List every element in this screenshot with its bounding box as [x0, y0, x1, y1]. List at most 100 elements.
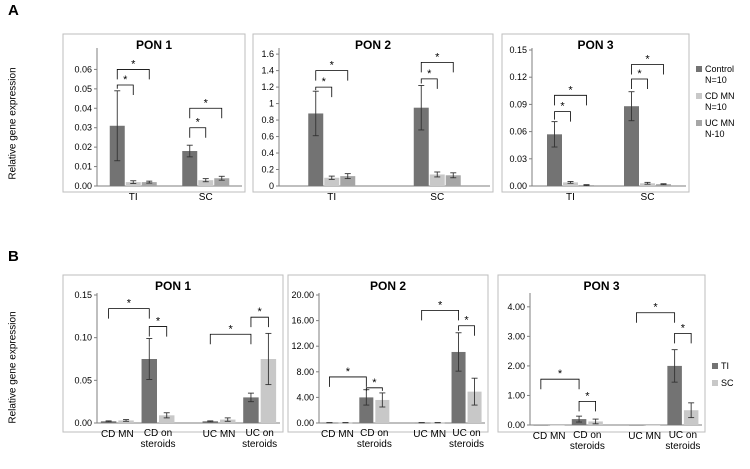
significance-star: *: [330, 60, 335, 72]
y-tick-label: 0.06: [74, 64, 92, 74]
x-tick-label: UC on steroids: [449, 428, 484, 450]
chart-frame: [252, 33, 494, 193]
bar: [340, 176, 356, 186]
legend-label: N=10: [705, 75, 727, 85]
x-tick-label: UC on steroids: [242, 428, 277, 450]
x-tick-label: TI: [129, 192, 138, 203]
y-tick-label: 0.00: [507, 420, 525, 430]
bar: [467, 391, 482, 423]
significance-bracket: [116, 69, 150, 80]
bar: [159, 415, 175, 423]
significance-star: *: [585, 390, 590, 402]
significance-bracket: [578, 400, 596, 412]
y-tick-label: 0.00: [296, 418, 314, 428]
bar: [563, 182, 578, 186]
x-tick-label: UC MN: [413, 429, 446, 440]
chart-title: PON 1: [155, 279, 191, 293]
significance-star: *: [372, 377, 377, 389]
panel-label-a: A: [8, 2, 19, 19]
significance-star: *: [435, 51, 440, 63]
y-tick-label: 1.00: [507, 390, 525, 400]
significance-star: *: [568, 84, 573, 96]
bar: [141, 359, 157, 423]
significance-bracket: [420, 78, 438, 89]
bar: [667, 365, 682, 425]
y-tick-label: 12.00: [291, 341, 314, 351]
x-tick-label: CD on steroids: [140, 428, 175, 450]
chart-frame: [501, 33, 690, 193]
significance-bracket: [209, 333, 252, 345]
x-tick-label: CD MN: [321, 429, 354, 440]
significance-bracket: [636, 312, 676, 323]
x-tick-label: TI: [327, 192, 336, 203]
significance-bracket: [189, 107, 223, 119]
y-tick-label: 0.03: [509, 154, 527, 164]
significance-bracket: [631, 64, 664, 75]
significance-star: *: [196, 117, 201, 129]
x-tick-label: CD MN: [101, 429, 134, 440]
significance-bracket: [554, 111, 571, 122]
significance-star: *: [131, 58, 136, 70]
legend-label: CD MN: [705, 91, 735, 101]
legend-swatch: [712, 363, 718, 369]
y-tick-label: 0.4: [261, 148, 274, 158]
significance-bracket: [315, 86, 333, 98]
x-tick-label: CD on steroids: [357, 428, 392, 450]
x-tick-label: TI: [566, 192, 575, 203]
legend-swatch: [712, 380, 718, 386]
y-tick-label: 1.6: [261, 49, 274, 59]
y-tick-label: 1.4: [261, 66, 274, 76]
y-tick-label: 0.05: [74, 375, 92, 385]
significance-star: *: [464, 315, 469, 327]
x-tick-label: SC: [430, 192, 444, 203]
legend-label: N-10: [705, 129, 725, 139]
significance-star: *: [228, 323, 233, 335]
bar: [375, 399, 390, 423]
bar: [260, 359, 277, 423]
y-tick-label: 2.00: [507, 361, 525, 371]
y-tick-label: 0.00: [74, 418, 92, 428]
significance-star: *: [204, 97, 209, 109]
y-tick-label: 0.15: [509, 45, 527, 55]
significance-star: *: [123, 74, 128, 86]
chart-frame: [62, 33, 246, 193]
significance-star: *: [322, 76, 327, 88]
significance-star: *: [127, 298, 132, 310]
y-tick-label: 4.00: [507, 302, 525, 312]
y-tick-label: 4.00: [296, 392, 314, 402]
legend-swatch: [696, 120, 702, 126]
bar: [324, 177, 340, 186]
y-tick-label: 0.04: [74, 103, 92, 113]
bar: [308, 113, 324, 186]
significance-star: *: [560, 101, 565, 113]
bar: [182, 151, 198, 186]
significance-bracket: [315, 70, 349, 81]
y-tick-label: 0.00: [74, 181, 92, 191]
significance-bracket: [148, 326, 168, 337]
bar: [547, 134, 562, 186]
bar: [243, 397, 259, 423]
bar: [645, 425, 661, 426]
bar: [359, 397, 374, 423]
y-tick-label: 8.00: [296, 367, 314, 377]
significance-bracket: [674, 333, 692, 344]
legend-swatch: [696, 93, 702, 99]
significance-star: *: [438, 299, 443, 311]
y-tick-label: 0.09: [509, 99, 527, 109]
significance-star: *: [645, 54, 650, 66]
significance-bracket: [458, 325, 475, 336]
bar: [624, 106, 639, 186]
x-tick-label: SC: [199, 192, 213, 203]
significance-bracket: [421, 309, 459, 321]
significance-bracket: [420, 61, 454, 73]
significance-star: *: [681, 322, 686, 334]
significance-star: *: [258, 306, 263, 318]
bar: [125, 182, 141, 186]
chart-title: PON 2: [355, 38, 391, 52]
y-tick-label: 0.2: [261, 165, 274, 175]
legend-label: UC MN: [705, 118, 735, 128]
chart-title: PON 2: [370, 279, 406, 293]
